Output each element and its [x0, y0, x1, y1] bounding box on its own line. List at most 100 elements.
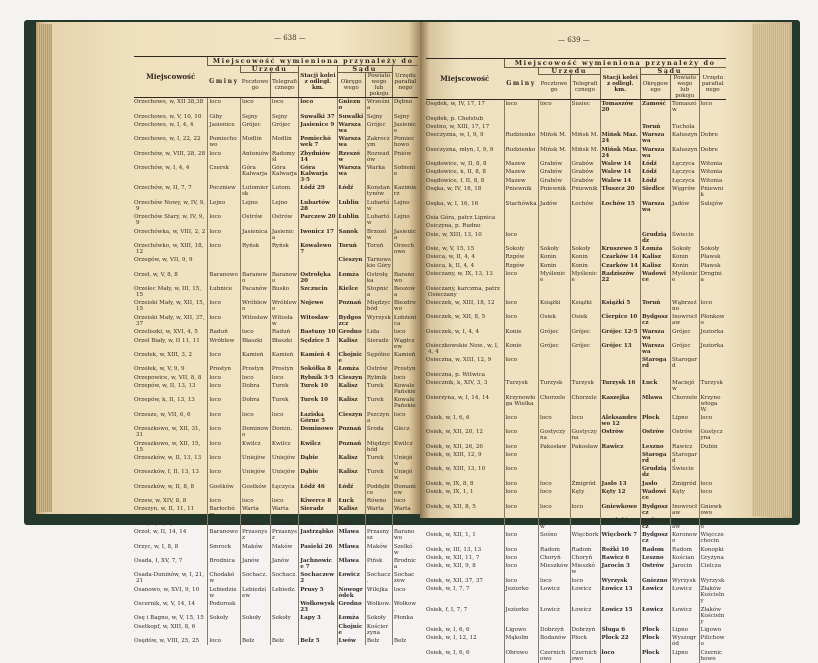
- telegraph-office: Myślenice: [569, 270, 600, 285]
- table-row: Oscernik, w, V, 14, 14 Podorosk Wołkowysk …: [134, 599, 418, 615]
- county-court: Zakroczym: [364, 135, 393, 150]
- header-county-court: Powiatowego lub pokoju: [670, 74, 699, 100]
- post-office: Łowicz: [538, 585, 570, 606]
- gmina: loco: [503, 465, 539, 480]
- parish-office: [698, 114, 726, 123]
- county-court: Wyrzysk: [670, 576, 699, 585]
- railway-station: Łódź 46: [298, 482, 338, 497]
- gmina: loco: [207, 439, 241, 454]
- county-court: Warka: [364, 163, 393, 185]
- parish-office: Wołkow.: [391, 599, 418, 615]
- county-court: Ostrołęka: [364, 270, 393, 285]
- post-office: [538, 465, 570, 480]
- post-office: Gostków: [240, 482, 271, 497]
- gmina: loco: [207, 213, 241, 228]
- place-name: Osiek, w, XII, 9, 8: [426, 563, 476, 570]
- district-court: Kalisz: [640, 253, 671, 262]
- post-office: Lutomiersk: [240, 184, 271, 199]
- gmina: Krzynowłoga Wielka: [503, 393, 539, 414]
- railway-station: [599, 356, 641, 371]
- district-court: Warszawa: [336, 163, 366, 185]
- district-court: Kalisz: [336, 453, 366, 469]
- telegraph-office: Bełz: [269, 637, 299, 646]
- table-row: Orzeł Biały, w, II 11, 11 Wróblew Błaszki B…: [134, 336, 418, 351]
- parish-office: loco: [391, 373, 418, 382]
- gmina: Mazew: [503, 168, 539, 177]
- table-row: Orzeszkowo, w, XII, 15, 15 loco Kwilcz Kwil…: [134, 439, 418, 454]
- table-row: Osędek, p. Chełstub: [426, 114, 726, 123]
- table-row: Oseczyzna, młyn, I, 9, 9 Rudzienko Mińsk M…: [426, 145, 726, 160]
- county-court: Turek: [364, 453, 393, 469]
- parish-office: Sochaczew: [391, 571, 418, 586]
- parish-office: Kowale Pańskie: [391, 381, 418, 397]
- railway-station: Rybnik 3·5: [298, 373, 338, 382]
- railway-station: Parczew 20: [298, 213, 338, 228]
- parish-office: Jasienica: [391, 227, 418, 242]
- railway-station: Sługa 6: [599, 625, 641, 635]
- telegraph-office: Ostrów: [269, 213, 299, 228]
- telegraph-office: Grójec: [269, 120, 299, 136]
- county-court: Poddębice: [364, 482, 393, 497]
- district-court: Gniezno: [640, 576, 671, 585]
- gmina: [207, 256, 241, 271]
- district-court: Mława: [336, 542, 366, 557]
- table-row: Orzyc, w, I, 8, 8 Smrock Maków Maków Pasieki…: [134, 542, 418, 557]
- place-name: Osie, w, XIII, 13, 10: [426, 231, 482, 238]
- table-row: Osiek, w, III, 13, 13 loco Radom Radom Rożki…: [426, 545, 726, 554]
- parish-office: Pławsk: [698, 253, 726, 262]
- telegraph-office: Janów: [269, 556, 299, 572]
- gmina: loco: [503, 576, 539, 585]
- place-name: Orzoł, w, II, 14, 14: [134, 529, 187, 536]
- telegraph-office: Uniejów: [269, 468, 299, 483]
- telegraph-office: Płock: [569, 634, 600, 649]
- table-row: Orzechów Nowy, w, IV, 9, 9 Lejno Lejno Lejn…: [134, 198, 418, 213]
- railway-station: Łapy 3: [298, 614, 338, 623]
- district-court: Łódź: [640, 159, 671, 169]
- table-row: Osęka, w, I, 16, 16 Stachówka Jadów Łochów Ł…: [426, 199, 726, 214]
- table-row: Osiek, w, IX, 8, 8 loco loco Żmigród Jasło 1…: [426, 479, 726, 488]
- county-court: Kałuszyn: [670, 131, 699, 146]
- gmina: loco: [503, 356, 539, 371]
- county-court: [670, 284, 699, 299]
- district-court: Poznań: [336, 425, 366, 440]
- place-name: Osieczna, w, XIII, 12, 9: [426, 357, 492, 364]
- county-court: Lipno: [670, 413, 699, 429]
- place-name: Osiek, w, I, 12, 12: [426, 635, 477, 642]
- place-name: Osieczek, w, XIII, 18, 12: [426, 299, 495, 306]
- table-row: Osiek, w, I, 6, 6 Ligowo Dobrzyń Dobrzyń Słu…: [426, 625, 726, 635]
- railway-station: Książki 5: [599, 298, 641, 314]
- district-court: [640, 222, 671, 231]
- place-name: Orzechowo, w, XII 38,38: [134, 99, 204, 106]
- county-court: [670, 222, 699, 231]
- county-court: Kościerzyna: [364, 622, 393, 637]
- table-row: Orzechówka, w, VIII, 2, 2 loco Jasienica Ja…: [134, 227, 418, 242]
- telegraph-office: Łęczyca: [269, 482, 299, 497]
- gmina: Raduń: [207, 328, 241, 337]
- telegraph-office: Sokoły: [269, 614, 299, 623]
- parish-office: Sulejów: [698, 199, 726, 214]
- gazetteer-table-left: Miejscowość Miejscowość wymieniona przyn…: [134, 56, 418, 646]
- telegraph-office: [569, 230, 600, 245]
- district-court: Warszawa: [640, 327, 671, 342]
- telegraph-office: Łowicz: [569, 585, 600, 606]
- post-office: Myślenice: [538, 270, 570, 285]
- county-court: Wyrzysk: [364, 313, 393, 328]
- place-name: Osierzyna, w, I, 14, 14: [426, 394, 490, 401]
- place-name: Osiek, w, IX, 8, 8: [426, 480, 474, 487]
- county-court: Września: [364, 97, 393, 113]
- county-court: [670, 114, 699, 123]
- parish-office: Lejno: [391, 213, 418, 228]
- table-row: Osieca, k, II, 4, 4 Rzgów Konin Konin Czarkó…: [426, 261, 726, 270]
- railway-station: Radziszów 22: [599, 270, 641, 285]
- railway-station: Kiwerce 8: [298, 496, 338, 506]
- post-office: loco: [538, 99, 570, 115]
- post-office: Jasienica: [240, 227, 271, 242]
- post-office: loco: [538, 488, 570, 503]
- gazetteer-table: Miejscowość Miejscowość wymieniona przyn…: [426, 58, 726, 663]
- railway-station: Kęty 12: [599, 488, 641, 503]
- post-office: [538, 356, 570, 371]
- telegraph-office: Susiec: [569, 99, 600, 115]
- county-court: Wyszogród: [670, 634, 699, 649]
- table-row: Osiek, w, XII, 8, 5 loco loco loco Gniewkowo…: [426, 502, 726, 517]
- telegraph-office: Busko: [269, 284, 299, 300]
